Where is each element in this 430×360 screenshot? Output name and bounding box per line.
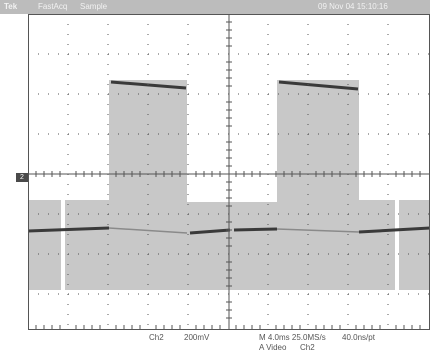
datetime-label: 09 Nov 04 15:10:16: [318, 2, 388, 11]
sample-interval-readout: 40.0ns/pt: [342, 333, 375, 342]
sample-mode-label: Sample: [80, 2, 108, 11]
waveform-trace: [28, 80, 430, 235]
timebase-readout: M 4.0ms 25.0MS/s: [259, 333, 326, 342]
trigger-source-readout: Ch2: [300, 343, 315, 352]
volts-per-div-readout: 200mV: [184, 333, 210, 342]
graticule-axes: [28, 14, 430, 330]
waveform-display: [28, 14, 430, 330]
channel-readout: Ch2: [149, 333, 164, 342]
waveform-trace-faint: [108, 227, 360, 234]
brand-label: Tek: [4, 2, 18, 11]
channel-ground-marker: 2: [16, 173, 28, 182]
status-bar: Tek FastAcq Sample 09 Nov 04 15:10:16: [0, 0, 430, 14]
graticule-ticks: [35, 21, 421, 319]
acquisition-mode-label: FastAcq: [38, 2, 68, 11]
trigger-readout: A Video: [259, 343, 287, 352]
